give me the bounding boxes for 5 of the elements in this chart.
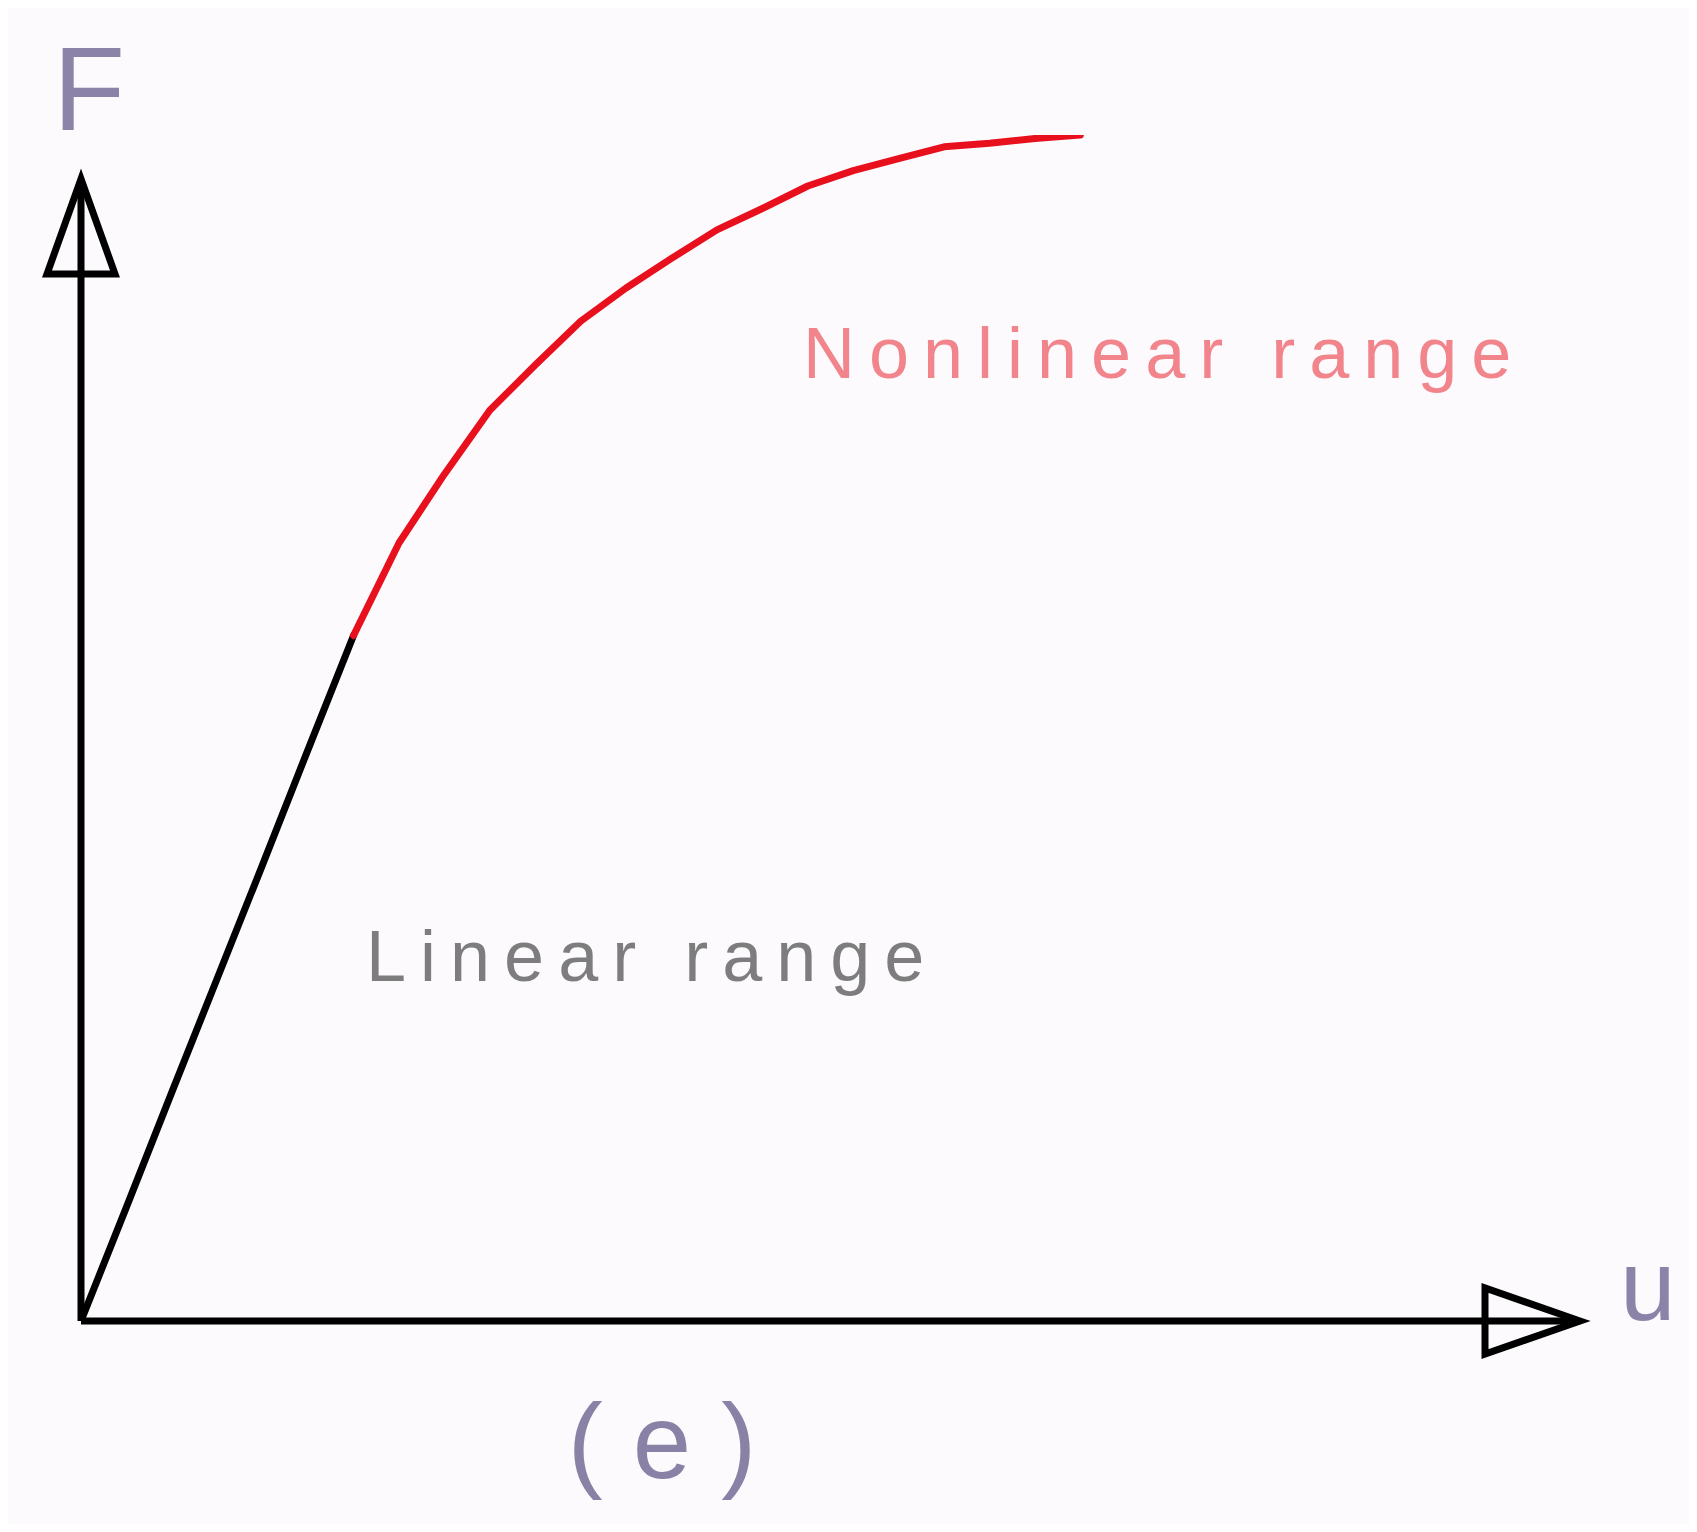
series-label: Linear range — [366, 916, 939, 996]
text: (e) — [567, 1383, 787, 1500]
x-axis-title: u — [1620, 1229, 1676, 1341]
series-label: Nonlinear range — [803, 313, 1526, 393]
y-axis-title: F — [52, 23, 126, 155]
